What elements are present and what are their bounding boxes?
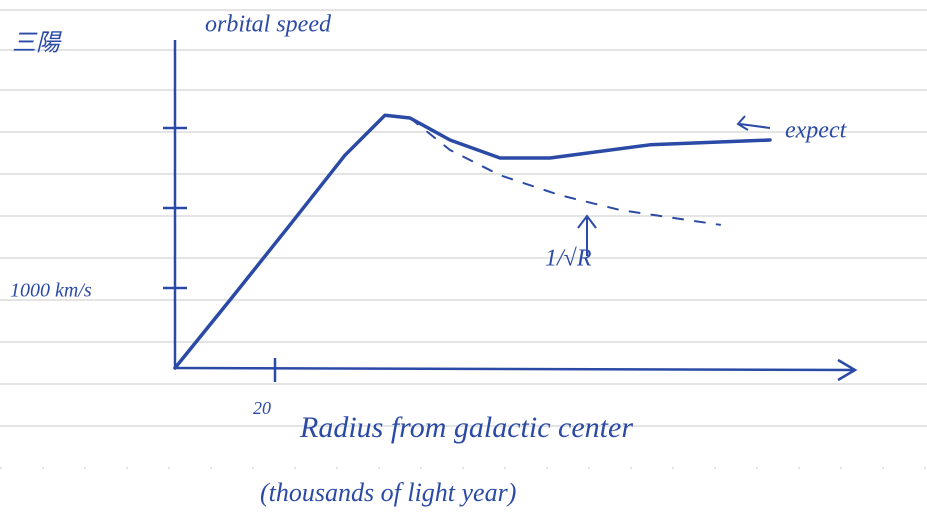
annotation: 1/√R <box>545 246 592 272</box>
x-axis <box>175 360 855 380</box>
curve <box>175 115 770 368</box>
x-axis-note: (thousands of light year) <box>260 478 516 507</box>
curve <box>410 118 720 225</box>
x-axis-label: Radius from galactic center <box>299 411 633 444</box>
annotation-arrow <box>738 116 770 130</box>
x-tick-label: 20 <box>253 398 271 418</box>
y-tick-label: 1000 km/s <box>10 280 92 302</box>
annotation: expect <box>785 118 848 144</box>
y-axis-label: orbital speed <box>205 12 332 38</box>
notebook-rules <box>0 10 927 468</box>
corner-note: 三陽 <box>12 31 62 57</box>
chart: 三陽 orbital speed Radius from galactic ce… <box>0 0 927 529</box>
